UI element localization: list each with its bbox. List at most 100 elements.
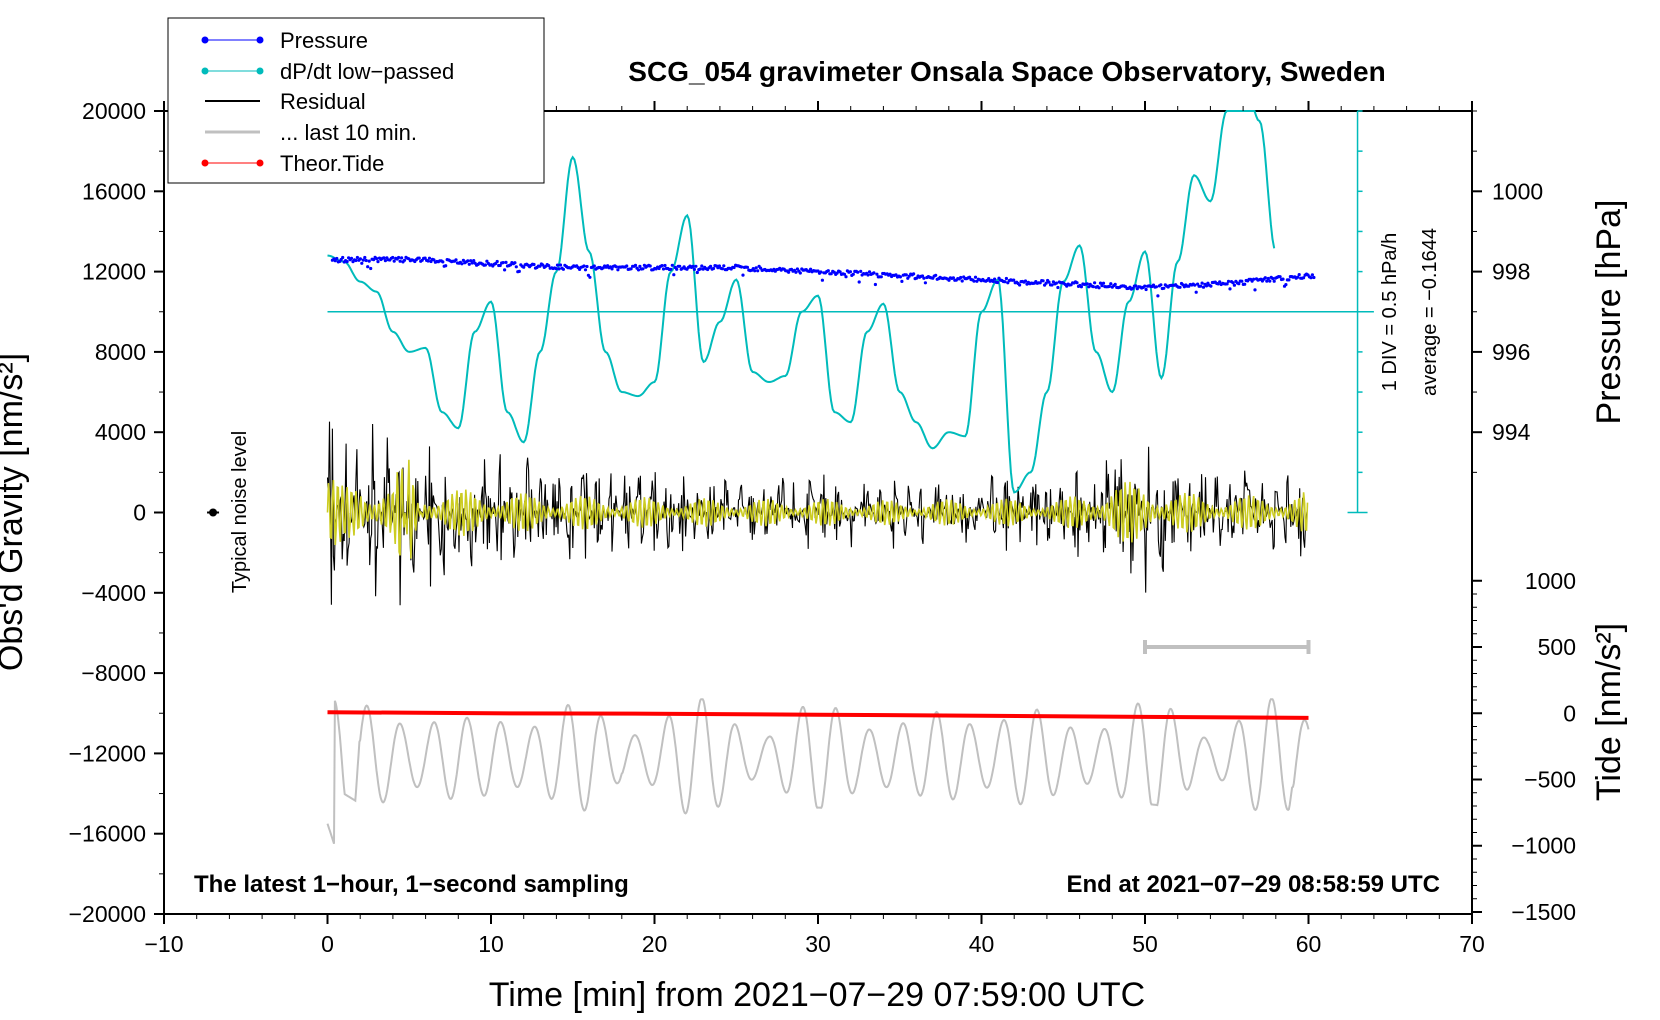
pressure-point: [872, 271, 876, 275]
pressure-point: [1087, 285, 1091, 289]
y-tick-label: 8000: [95, 339, 146, 365]
pressure-point: [501, 261, 505, 265]
pressure-point: [1178, 285, 1182, 289]
pressure-point: [400, 256, 404, 260]
legend-tide-dot-a: [201, 159, 209, 167]
legend-pressure-label: Pressure: [280, 28, 368, 53]
pressure-point: [369, 266, 373, 271]
pressure-point: [364, 258, 368, 263]
x-axis-label: Time [min] from 2021−07−29 07:59:00 UTC: [489, 976, 1145, 1014]
pressure-point: [856, 270, 860, 274]
annotation-marks: [207, 508, 1311, 655]
pressure-point: [1012, 278, 1016, 282]
x-tick-label: 20: [642, 931, 668, 957]
pressure-point: [423, 256, 427, 260]
pressure-point: [588, 275, 592, 279]
pressure-point: [485, 259, 489, 263]
pressure-point: [1240, 279, 1244, 283]
pressure-point: [754, 266, 758, 270]
pressure-point: [829, 272, 833, 276]
pressure-point: [1050, 283, 1054, 287]
pressure-point: [1201, 285, 1206, 289]
pressure-point: [1287, 278, 1291, 282]
pressure-point: [820, 278, 825, 282]
x-tick-label: 70: [1459, 931, 1485, 957]
tide-axis-ticks: 1000 500 0 −500 −1000 −1500: [1472, 568, 1576, 925]
pressure-point: [991, 279, 995, 283]
pressure-point: [1237, 282, 1241, 286]
pressure-point: [460, 262, 464, 266]
tide-tick-label: 500: [1538, 634, 1576, 660]
pressure-point: [904, 273, 908, 277]
legend-dpdt-dot-a: [201, 67, 209, 75]
pressure-point: [1194, 290, 1198, 294]
pressure-point: [1159, 283, 1163, 287]
pressure-point: [1085, 282, 1089, 286]
pressure-point: [358, 257, 362, 261]
pressure-point: [973, 275, 978, 279]
pressure-point: [851, 272, 855, 276]
pressure-point: [547, 264, 551, 268]
pressure-point: [503, 268, 507, 272]
pressure-point: [669, 267, 673, 271]
pressure-point: [1218, 280, 1222, 284]
pressure-point: [360, 261, 364, 265]
y-tick-label: −12000: [69, 740, 146, 766]
pressure-point: [1296, 275, 1300, 279]
pressure-point: [349, 256, 354, 260]
y-tick-label: −20000: [69, 901, 146, 927]
pressure-point: [1056, 285, 1060, 290]
tide-tick-label: 0: [1563, 700, 1576, 726]
pressure-point: [614, 265, 619, 269]
pressure-point: [691, 264, 695, 268]
pressure-point: [392, 259, 396, 263]
pressure-point: [466, 259, 470, 263]
tide-tick-label: −500: [1524, 766, 1576, 792]
pressure-point: [472, 259, 476, 263]
pressure-point: [873, 282, 878, 287]
pressure-point: [1302, 276, 1306, 280]
pressure-point: [363, 255, 367, 260]
pressure-point: [383, 259, 387, 263]
pressure-point: [848, 270, 853, 274]
pressure-point: [1041, 279, 1045, 283]
pressure-series-points: [330, 255, 1316, 298]
pressure-tick-label: 994: [1492, 419, 1531, 445]
tide-tick-label: 1000: [1525, 568, 1576, 594]
pressure-point: [951, 276, 956, 280]
pressure-point: [1199, 284, 1203, 288]
pressure-point: [1004, 276, 1009, 281]
pressure-point: [1075, 281, 1079, 285]
pressure-point: [857, 280, 861, 284]
pressure-point: [641, 267, 645, 271]
pressure-point: [341, 255, 345, 260]
pressure-point: [522, 265, 526, 269]
pressure-point: [335, 256, 339, 261]
pressure-point: [912, 272, 916, 276]
average-label: average = −0.1644: [1419, 228, 1441, 396]
pressure-point: [470, 261, 474, 265]
pressure-point: [1265, 279, 1269, 283]
x-tick-label: 50: [1132, 931, 1158, 957]
pressure-point: [1143, 284, 1147, 288]
pressure-point: [922, 276, 926, 280]
pressure-point: [816, 269, 820, 273]
pressure-point: [441, 260, 445, 264]
pressure-point: [558, 263, 563, 267]
pressure-point: [1272, 279, 1276, 283]
pressure-point: [483, 263, 487, 267]
pressure-point: [354, 258, 358, 263]
pressure-point: [1228, 287, 1232, 291]
pressure-point: [372, 258, 376, 262]
pressure-point: [426, 259, 430, 263]
pressure-point: [960, 279, 964, 283]
pressure-point: [583, 268, 588, 272]
pressure-point: [819, 270, 823, 274]
pressure-point: [1268, 279, 1272, 283]
pressure-point: [720, 267, 725, 271]
pressure-point: [585, 264, 589, 269]
legend-tide-dot-b: [256, 159, 264, 167]
pressure-point: [879, 275, 883, 279]
pressure-point: [844, 275, 848, 279]
pressure-point: [947, 278, 951, 282]
